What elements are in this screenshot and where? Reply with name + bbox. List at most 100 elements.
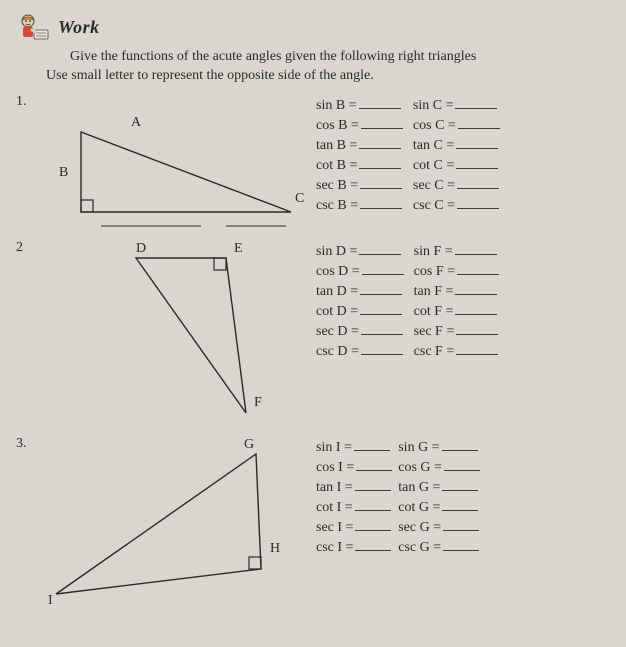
instruction-line-2: Use small letter to represent the opposi…: [46, 67, 610, 86]
func-line: sin I =: [316, 438, 392, 456]
func-line: csc D =: [316, 342, 404, 360]
func-line: tan B =: [316, 136, 403, 154]
func-line: sin G =: [398, 438, 480, 456]
answer-blank: [356, 458, 392, 471]
func-line: cot B =: [316, 156, 403, 174]
func-line: cot G =: [398, 498, 480, 516]
problem-1: 1. A B C sin B = cos B = tan B = cot B =…: [16, 92, 610, 232]
func-line: sec D =: [316, 322, 404, 340]
triangle-2: D E F: [76, 238, 276, 428]
answer-blank: [456, 322, 498, 335]
answer-blank: [442, 478, 478, 491]
answer-blank: [443, 518, 479, 531]
answer-blank: [442, 438, 478, 451]
problems-container: 1. A B C sin B = cos B = tan B = cot B =…: [16, 92, 610, 604]
header: Work: [16, 12, 610, 42]
func-line: cot C =: [413, 156, 500, 174]
func-block-C: sin C = cos C = tan C = cot C = sec C = …: [413, 96, 500, 214]
func-block-B: sin B = cos B = tan B = cot B = sec B = …: [316, 96, 403, 214]
func-line: tan D =: [316, 282, 404, 300]
answer-blank: [355, 518, 391, 531]
answer-blank: [455, 282, 497, 295]
func-line: csc I =: [316, 538, 392, 556]
answer-blank: [360, 176, 402, 189]
answer-blank: [359, 156, 401, 169]
vertex-G: G: [244, 437, 254, 452]
func-line: cot I =: [316, 498, 392, 516]
answer-blank: [360, 302, 402, 315]
func-line: sec B =: [316, 176, 403, 194]
answer-blank: [355, 478, 391, 491]
func-line: csc B =: [316, 196, 403, 214]
answer-blank: [355, 498, 391, 511]
answer-blank: [457, 196, 499, 209]
func-line: tan F =: [414, 282, 499, 300]
answer-blank: [456, 342, 498, 355]
func-line: cos D =: [316, 262, 404, 280]
answer-blank: [444, 458, 480, 471]
answer-blank: [361, 116, 403, 129]
vertex-I: I: [48, 593, 53, 604]
answer-blank: [359, 242, 401, 255]
work-title: Work: [58, 17, 100, 38]
functions-1: sin B = cos B = tan B = cot B = sec B = …: [316, 92, 610, 214]
problem-3: 3. G H I sin I = cos I = tan I = cot I =…: [16, 434, 610, 604]
functions-3: sin I = cos I = tan I = cot I = sec I = …: [316, 434, 610, 556]
answer-blank: [355, 538, 391, 551]
func-line: sin C =: [413, 96, 500, 114]
func-line: sin B =: [316, 96, 403, 114]
kid-icon: [16, 12, 50, 42]
func-block-I: sin I = cos I = tan I = cot I = sec I = …: [316, 438, 392, 556]
func-block-F: sin F = cos F = tan F = cot F = sec F = …: [414, 242, 499, 360]
func-line: tan C =: [413, 136, 500, 154]
answer-blank: [455, 242, 497, 255]
func-line: csc C =: [413, 196, 500, 214]
vertex-E: E: [234, 241, 243, 256]
func-line: sin D =: [316, 242, 404, 260]
answer-blank: [442, 498, 478, 511]
answer-blank: [456, 136, 498, 149]
triangle-1: A B C: [41, 92, 311, 232]
problem-number: 2: [16, 238, 36, 256]
answer-blank: [361, 322, 403, 335]
figure-3: G H I: [36, 434, 316, 604]
answer-blank: [457, 176, 499, 189]
func-line: csc G =: [398, 538, 480, 556]
answer-blank: [456, 156, 498, 169]
answer-blank: [443, 538, 479, 551]
answer-blank: [359, 96, 401, 109]
func-line: sec I =: [316, 518, 392, 536]
func-line: sec F =: [414, 322, 499, 340]
func-line: cot F =: [414, 302, 499, 320]
answer-blank: [362, 262, 404, 275]
answer-blank: [360, 196, 402, 209]
figure-2: D E F: [36, 238, 316, 428]
answer-blank: [458, 116, 500, 129]
vertex-D: D: [136, 241, 146, 256]
answer-blank: [359, 136, 401, 149]
instruction-line-1: Give the functions of the acute angles g…: [46, 48, 610, 67]
func-line: cos F =: [414, 262, 499, 280]
func-line: cot D =: [316, 302, 404, 320]
func-line: tan G =: [398, 478, 480, 496]
func-line: cos I =: [316, 458, 392, 476]
figure-1: A B C: [36, 92, 316, 232]
func-block-D: sin D = cos D = tan D = cot D = sec D = …: [316, 242, 404, 360]
func-line: sin F =: [414, 242, 499, 260]
answer-blank: [354, 438, 390, 451]
vertex-H: H: [270, 541, 280, 556]
answer-blank: [361, 342, 403, 355]
problem-2: 2 D E F sin D = cos D = tan D = cot D = …: [16, 238, 610, 428]
answer-blank: [457, 262, 499, 275]
instructions: Give the functions of the acute angles g…: [46, 48, 610, 86]
vertex-F: F: [254, 395, 262, 410]
functions-2: sin D = cos D = tan D = cot D = sec D = …: [316, 238, 610, 360]
func-line: sec C =: [413, 176, 500, 194]
triangle-3: G H I: [46, 434, 306, 604]
problem-number: 3.: [16, 434, 36, 452]
vertex-B: B: [59, 165, 68, 180]
answer-blank: [455, 96, 497, 109]
problem-number: 1.: [16, 92, 36, 110]
func-line: cos G =: [398, 458, 480, 476]
func-block-G: sin G = cos G = tan G = cot G = sec G = …: [398, 438, 480, 556]
